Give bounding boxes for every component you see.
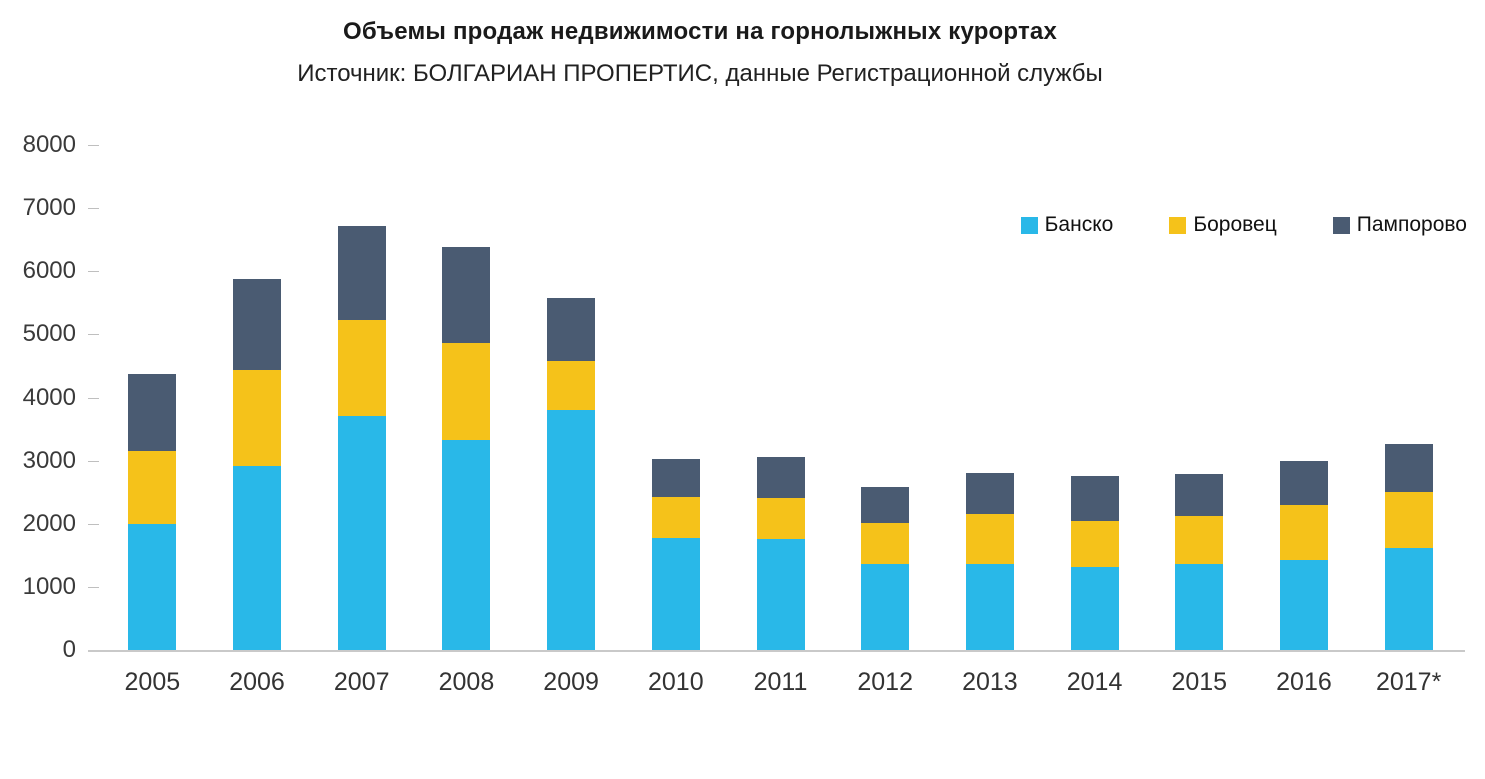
bar-segment-2009 — [547, 297, 596, 361]
bar-segment-2014 — [1070, 566, 1119, 650]
bar-segment-2016 — [1279, 560, 1328, 650]
bar-segment-2005 — [128, 451, 177, 524]
x-axis-label: 2009 — [543, 668, 599, 696]
x-axis-label: 2013 — [962, 668, 1018, 696]
y-axis-tick-mark — [88, 397, 99, 399]
legend-swatch-bansko — [1020, 216, 1038, 234]
bar-segment-2017* — [1384, 547, 1433, 650]
bar-segment-2012 — [861, 564, 910, 650]
y-axis-tick-label: 1000 — [22, 572, 76, 600]
y-axis-tick-label: 4000 — [22, 383, 76, 411]
bar-segment-2008 — [442, 439, 491, 650]
x-axis-label: 2010 — [647, 668, 704, 696]
legend-item-borovets: Боровец — [1169, 213, 1277, 237]
bar-segment-2013 — [965, 564, 1014, 650]
x-axis-label: 2011 — [753, 668, 808, 696]
x-axis-label: 2014 — [1066, 668, 1123, 696]
bar-segment-2007 — [337, 319, 386, 417]
y-axis-tick-label: 6000 — [22, 257, 76, 285]
legend-item-pamporovo: Пампорово — [1332, 213, 1467, 237]
bar-segment-2016 — [1279, 504, 1328, 561]
bar-segment-2010 — [651, 538, 700, 650]
bar-segment-2006 — [233, 465, 282, 650]
x-axis-label: 2007 — [333, 668, 390, 696]
x-axis-label: 2006 — [229, 668, 285, 696]
x-axis-label: 2015 — [1171, 668, 1228, 696]
chart-title: Объемы продаж недвижимости на горнолыжны… — [342, 18, 1058, 45]
bar-segment-2007 — [337, 416, 386, 650]
bar-segment-2012 — [861, 487, 910, 524]
bar-segment-2017* — [1384, 443, 1433, 493]
bar-segment-2014 — [1070, 521, 1119, 567]
y-axis-tick-label: 7000 — [22, 194, 76, 222]
bar-segment-2009 — [547, 410, 596, 650]
y-axis-tick-mark — [88, 334, 99, 336]
bar-segment-2006 — [233, 370, 282, 466]
y-axis-tick-mark — [88, 586, 99, 588]
bar-segment-2005 — [128, 374, 177, 452]
x-axis-label: 2016 — [1276, 668, 1332, 696]
y-axis-tick-mark — [88, 271, 99, 273]
y-axis-tick-mark — [88, 460, 99, 462]
y-axis-tick-label: 2000 — [22, 509, 76, 537]
plot-area — [100, 145, 1461, 650]
bar-segment-2011 — [756, 456, 805, 498]
legend-swatch-pamporovo — [1332, 216, 1350, 234]
x-axis-label: 2017* — [1375, 668, 1442, 696]
bar-segment-2007 — [337, 225, 386, 320]
legend-item-bansko: Банско — [1020, 213, 1114, 237]
legend-label-pamporovo: Пампорово — [1356, 213, 1467, 236]
y-axis-tick-label: 5000 — [22, 320, 76, 348]
bar-segment-2009 — [547, 360, 596, 411]
x-axis-baseline — [88, 650, 1465, 652]
bar-segment-2010 — [651, 497, 700, 539]
bar-segment-2013 — [965, 473, 1014, 514]
chart-subtitle: Источник: БОЛГАРИАН ПРОПЕРТИС, данные Ре… — [297, 60, 1103, 87]
bar-segment-2017* — [1384, 492, 1433, 548]
bar-segment-2015 — [1175, 563, 1224, 650]
bar-segment-2012 — [861, 523, 910, 565]
y-axis-tick-label: 0 — [62, 636, 76, 663]
bar-segment-2016 — [1279, 461, 1328, 505]
x-axis-label: 2012 — [857, 668, 913, 696]
bar-segment-2006 — [233, 279, 282, 371]
bar-segment-2011 — [756, 538, 805, 650]
legend-label-bansko: Банско — [1044, 213, 1114, 236]
bar-segment-2015 — [1175, 473, 1224, 516]
bar-segment-2005 — [128, 523, 177, 650]
bar-segment-2014 — [1070, 475, 1119, 522]
y-axis-tick-label: 3000 — [22, 446, 76, 474]
y-axis-tick-mark — [88, 523, 99, 525]
y-axis-tick-label: 8000 — [22, 131, 76, 158]
bar-segment-2008 — [442, 247, 491, 343]
bar-segment-2010 — [651, 459, 700, 498]
bar-segment-2008 — [442, 342, 491, 440]
y-axis-tick-mark — [88, 208, 99, 210]
bar-segment-2011 — [756, 497, 805, 539]
bar-segment-2013 — [965, 513, 1014, 565]
bar-segment-2015 — [1175, 515, 1224, 564]
y-axis-tick-mark — [88, 145, 99, 146]
legend-swatch-borovets — [1169, 216, 1187, 234]
legend: Банско Боровец Пампорово — [1020, 213, 1467, 237]
legend-label-borovets: Боровец — [1193, 213, 1277, 236]
x-axis-label: 2005 — [124, 668, 181, 696]
x-axis-label: 2008 — [438, 668, 495, 696]
